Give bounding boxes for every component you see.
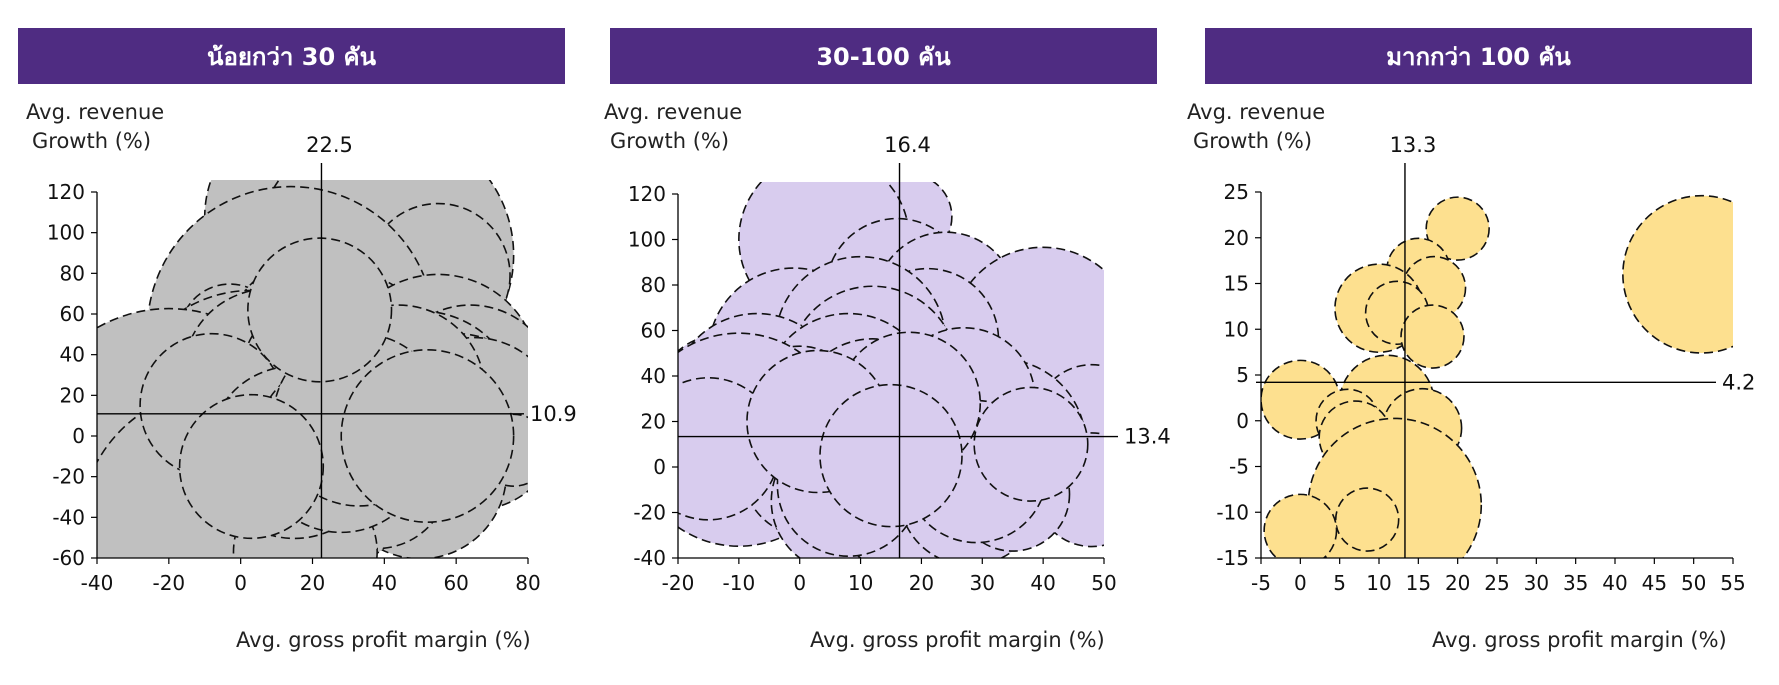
chart-3-y-tick-label: 0 bbox=[1236, 409, 1249, 433]
chart-3-y-tick-label: 5 bbox=[1236, 363, 1249, 387]
chart-3-y-tick-label: -15 bbox=[1216, 546, 1249, 570]
chart-3-bubble bbox=[1263, 493, 1338, 558]
chart-2-x-tick-label: 10 bbox=[848, 571, 873, 595]
chart-2-x-tick-label: 20 bbox=[909, 571, 934, 595]
chart-3-y-tick-label: 25 bbox=[1224, 180, 1249, 204]
chart-1-vline-label: 22.5 bbox=[306, 133, 353, 157]
chart-3-bubble bbox=[1425, 196, 1490, 261]
chart-2-ylabel: Avg. revenue Growth (%) bbox=[604, 98, 742, 156]
chart-3-ylabel-line1: Avg. revenue bbox=[1187, 100, 1326, 124]
chart-1-ylabel-line1: Avg. revenue bbox=[26, 100, 165, 124]
chart-3-y-tick-label: 15 bbox=[1224, 272, 1249, 296]
chart-3-hline-label: 4.2 bbox=[1722, 370, 1755, 394]
chart-1-x-tick-label: -40 bbox=[81, 571, 114, 595]
chart-2-x-tick-label: 40 bbox=[1030, 571, 1055, 595]
chart-1-header: น้อยกว่า 30 คัน bbox=[18, 28, 565, 84]
chart-1-x-tick-label: 80 bbox=[515, 571, 540, 595]
chart-2-bubble bbox=[819, 383, 963, 528]
chart-3-group: -15 -10 -5 0 5 10 15 20 25 -5 0 5 10 15 20 25 30 35 40 45 50… bbox=[1216, 133, 1755, 595]
chart-2-ylabel-line1: Avg. revenue bbox=[604, 100, 743, 124]
chart-1-y-tick-label: 100 bbox=[47, 221, 85, 245]
chart-3-vline-label: 13.3 bbox=[1390, 133, 1437, 157]
chart-3-header: มากกว่า 100 คัน bbox=[1205, 28, 1752, 84]
chart-3-x-tick-label: 15 bbox=[1406, 571, 1431, 595]
chart-3-ylabel-line2: Growth (%) bbox=[1193, 129, 1313, 153]
chart-2-vline-label: 16.4 bbox=[884, 133, 931, 157]
chart-1-ylabel-line2: Growth (%) bbox=[32, 129, 152, 153]
chart-3-x-tick-label: 10 bbox=[1366, 571, 1391, 595]
chart-3-x-tick-label: 35 bbox=[1563, 571, 1588, 595]
chart-1-bubble bbox=[247, 237, 393, 383]
chart-2-x-tick-label: 30 bbox=[970, 571, 995, 595]
chart-3-y-tick-label: -5 bbox=[1229, 455, 1249, 479]
chart-panel-1: น้อยกว่า 30 คัน Avg. revenue Growth (%) … bbox=[18, 0, 578, 685]
chart-2-x-tick-label: -10 bbox=[723, 571, 756, 595]
chart-3-bubble bbox=[1400, 304, 1465, 369]
chart-1-ylabel: Avg. revenue Growth (%) bbox=[26, 98, 164, 156]
chart-1-x-tick-label: 0 bbox=[234, 571, 247, 595]
chart-1-y-tick-label: 120 bbox=[47, 180, 85, 204]
chart-1-y-tick-label: -60 bbox=[52, 546, 85, 570]
chart-1-bubble bbox=[340, 348, 515, 523]
chart-2-y-tick-label: 80 bbox=[641, 273, 666, 297]
chart-1-hline-label: 10.9 bbox=[530, 402, 577, 426]
chart-1-x-tick-label: 60 bbox=[443, 571, 468, 595]
chart-1-bubble bbox=[178, 393, 325, 540]
chart-1-x-tick-label: 40 bbox=[372, 571, 397, 595]
chart-1-y-tick-label: 60 bbox=[60, 302, 85, 326]
chart-panel-3: มากกว่า 100 คัน Avg. revenue Growth (%) … bbox=[1187, 0, 1765, 685]
chart-3-x-tick-label: 5 bbox=[1333, 571, 1346, 595]
chart-3-x-tick-label: 0 bbox=[1294, 571, 1307, 595]
chart-1-xlabel: Avg. gross profit margin (%) bbox=[236, 628, 531, 652]
chart-3-y-tick-label: 10 bbox=[1224, 317, 1249, 341]
chart-2-y-tick-label: 100 bbox=[628, 228, 666, 252]
chart-3-bubbles bbox=[1261, 194, 1733, 558]
chart-1-y-tick-label: 0 bbox=[72, 424, 85, 448]
chart-2-y-tick-label: 120 bbox=[628, 182, 666, 206]
chart-2-y-tick-label: 60 bbox=[641, 319, 666, 343]
chart-1-y-tick-label: 40 bbox=[60, 343, 85, 367]
chart-2-y-tick-label: -40 bbox=[633, 546, 666, 570]
chart-3-x-tick-label: 30 bbox=[1524, 571, 1549, 595]
chart-2-y-tick-label: -20 bbox=[633, 501, 666, 525]
chart-2-y-tick-label: 40 bbox=[641, 364, 666, 388]
chart-1-y-tick-label: -20 bbox=[52, 465, 85, 489]
chart-2-y-tick-label: 0 bbox=[653, 455, 666, 479]
chart-2-x-tick-label: 0 bbox=[793, 571, 806, 595]
chart-3-xlabel: Avg. gross profit margin (%) bbox=[1432, 628, 1727, 652]
chart-2-x-tick-label: 50 bbox=[1091, 571, 1116, 595]
chart-2-ylabel-line2: Growth (%) bbox=[610, 129, 730, 153]
chart-2-header: 30-100 คัน bbox=[610, 28, 1157, 84]
chart-1-y-tick-label: 20 bbox=[60, 383, 85, 407]
chart-2-bubbles bbox=[678, 182, 1104, 558]
chart-1-y-tick-label: 80 bbox=[60, 261, 85, 285]
chart-3-ylabel: Avg. revenue Growth (%) bbox=[1187, 98, 1325, 156]
chart-3-x-tick-label: 55 bbox=[1720, 571, 1745, 595]
chart-3-x-tick-label: 40 bbox=[1602, 571, 1627, 595]
chart-1-y-tick-label: -40 bbox=[52, 505, 85, 529]
chart-3-x-tick-label: 45 bbox=[1642, 571, 1667, 595]
chart-3-bubble bbox=[1622, 194, 1733, 354]
chart-2-x-tick-label: -20 bbox=[662, 571, 695, 595]
chart-3-x-tick-label: 50 bbox=[1681, 571, 1706, 595]
chart-3-bubble bbox=[1334, 487, 1400, 552]
chart-2-bubble bbox=[973, 386, 1089, 502]
chart-1-x-tick-label: 20 bbox=[300, 571, 325, 595]
chart-2-hline-label: 13.4 bbox=[1124, 425, 1171, 449]
chart-3-x-tick-label: 25 bbox=[1484, 571, 1509, 595]
chart-2-xlabel: Avg. gross profit margin (%) bbox=[810, 628, 1105, 652]
chart-3-y-tick-label: 20 bbox=[1224, 226, 1249, 250]
chart-3-y-tick-label: -10 bbox=[1216, 500, 1249, 524]
chart-1-bubbles bbox=[97, 180, 528, 558]
chart-2-y-tick-label: 20 bbox=[641, 410, 666, 434]
chart-3-x-tick-label: 20 bbox=[1445, 571, 1470, 595]
chart-3-x-tick-label: -5 bbox=[1251, 571, 1271, 595]
chart-1-x-tick-label: -20 bbox=[152, 571, 185, 595]
chart-panel-2: 30-100 คัน Avg. revenue Growth (%) Avg. … bbox=[604, 0, 1170, 685]
